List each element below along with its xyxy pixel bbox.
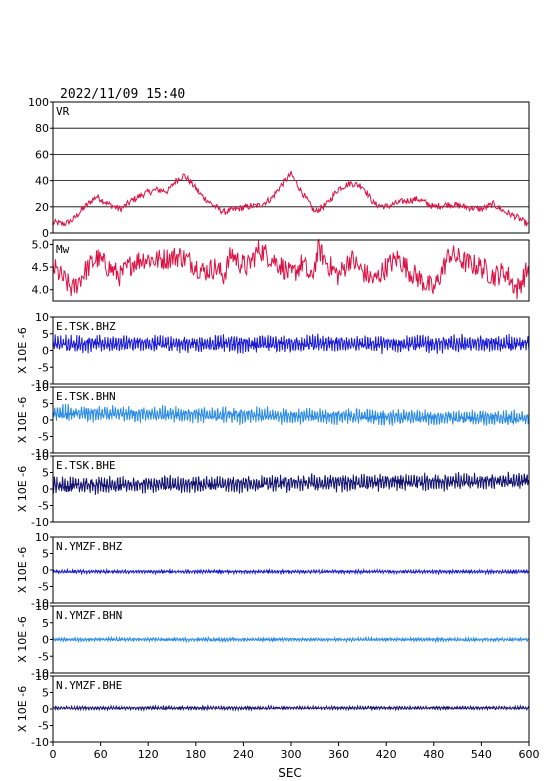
y-tick-label: 5 bbox=[42, 467, 49, 480]
y-axis-label: X 10E -6 bbox=[16, 327, 29, 373]
y-tick-label: 60 bbox=[35, 148, 49, 161]
y-tick-label: -5 bbox=[38, 431, 49, 444]
y-tick-label: 5 bbox=[42, 548, 49, 561]
panel-label: N.YMZF.BHE bbox=[56, 679, 122, 692]
x-tick-label: 540 bbox=[471, 748, 492, 761]
y-tick-label: 0 bbox=[42, 483, 49, 496]
y-tick-label: 5 bbox=[42, 398, 49, 411]
panel-frame bbox=[52, 239, 530, 302]
y-tick-label: 100 bbox=[28, 96, 49, 109]
panel-label: N.YMZF.BHZ bbox=[56, 540, 123, 553]
y-tick-label: 0 bbox=[42, 703, 49, 716]
y-tick-label: 10 bbox=[35, 450, 49, 463]
y-tick-label: -10 bbox=[31, 447, 49, 460]
trace-line bbox=[52, 333, 530, 355]
y-tick-label: 4.0 bbox=[32, 284, 50, 297]
y-tick-label: 5 bbox=[42, 617, 49, 630]
panel-frame bbox=[52, 536, 530, 604]
x-tick-label: 300 bbox=[281, 748, 302, 761]
y-tick-label: -10 bbox=[31, 736, 49, 749]
y-tick-label: -5 bbox=[38, 361, 49, 374]
y-tick-label: -5 bbox=[38, 720, 49, 733]
y-tick-label: 10 bbox=[35, 381, 49, 394]
x-tick-label: 180 bbox=[185, 748, 206, 761]
y-axis-label: X 10E -6 bbox=[16, 466, 29, 512]
panel-label: E.TSK.BHE bbox=[56, 459, 116, 472]
trace-line bbox=[52, 471, 530, 495]
trace-line bbox=[52, 704, 530, 713]
y-tick-label: -10 bbox=[31, 378, 49, 391]
x-tick-label: 600 bbox=[519, 748, 540, 761]
trace-line bbox=[52, 635, 530, 644]
trace-line bbox=[52, 170, 530, 227]
y-tick-label: 10 bbox=[35, 670, 49, 683]
x-tick-label: 120 bbox=[138, 748, 159, 761]
y-tick-label: 80 bbox=[35, 122, 49, 135]
panel-label: Mw bbox=[56, 243, 70, 256]
x-tick-label: 420 bbox=[376, 748, 397, 761]
y-tick-label: -5 bbox=[38, 650, 49, 663]
y-tick-label: 5.0 bbox=[32, 239, 50, 252]
x-tick-label: 480 bbox=[423, 748, 444, 761]
panel-frame bbox=[52, 455, 530, 523]
y-tick-label: -5 bbox=[38, 500, 49, 513]
y-tick-label: 20 bbox=[35, 201, 49, 214]
y-tick-label: 0 bbox=[42, 227, 49, 240]
y-tick-label: 0 bbox=[42, 564, 49, 577]
x-axis-label: SEC bbox=[278, 766, 302, 780]
x-tick-label: 0 bbox=[50, 748, 57, 761]
panel-frame bbox=[52, 101, 530, 234]
panel-label: VR bbox=[56, 105, 70, 118]
y-tick-label: -10 bbox=[31, 667, 49, 680]
trace-line bbox=[52, 403, 530, 426]
y-tick-label: -10 bbox=[31, 516, 49, 529]
y-axis-label: X 10E -6 bbox=[16, 616, 29, 662]
y-axis-label: X 10E -6 bbox=[16, 686, 29, 732]
y-tick-label: 40 bbox=[35, 175, 49, 188]
y-tick-label: 4.5 bbox=[32, 261, 50, 274]
y-tick-label: 10 bbox=[35, 531, 49, 544]
y-tick-label: 5 bbox=[42, 328, 49, 341]
y-tick-label: 0 bbox=[42, 634, 49, 647]
panel-label: E.TSK.BHN bbox=[56, 390, 116, 403]
panel-label: E.TSK.BHZ bbox=[56, 320, 116, 333]
y-tick-label: 10 bbox=[35, 600, 49, 613]
trace-line bbox=[52, 567, 530, 576]
y-tick-label: 0 bbox=[42, 414, 49, 427]
trace-line bbox=[52, 238, 530, 300]
datetime-header: 2022/11/09 15:40 bbox=[60, 87, 185, 102]
y-axis-label: X 10E -6 bbox=[16, 397, 29, 443]
x-tick-label: 60 bbox=[94, 748, 108, 761]
x-tick-label: 360 bbox=[328, 748, 349, 761]
x-tick-label: 240 bbox=[233, 748, 254, 761]
y-tick-label: 10 bbox=[35, 311, 49, 324]
panel-label: N.YMZF.BHN bbox=[56, 609, 122, 622]
y-tick-label: 5 bbox=[42, 687, 49, 700]
y-tick-label: -10 bbox=[31, 597, 49, 610]
y-tick-label: -5 bbox=[38, 581, 49, 594]
y-tick-label: 0 bbox=[42, 345, 49, 358]
y-axis-label: X 10E -6 bbox=[16, 547, 29, 593]
